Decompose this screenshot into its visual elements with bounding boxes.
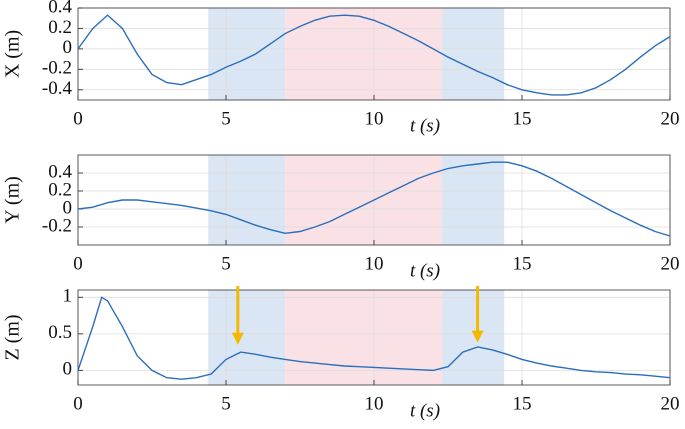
y-tick-label: 0.2 xyxy=(48,17,72,38)
y-tick-label: 0 xyxy=(63,197,73,218)
arrow-head xyxy=(231,332,244,345)
x-axis-label: t (s) xyxy=(410,400,440,421)
shaded-region xyxy=(442,8,505,100)
x-axis-label: t (s) xyxy=(410,115,440,136)
y-tick-label: 0 xyxy=(63,37,73,58)
y-tick-label: 0.4 xyxy=(48,0,72,17)
x-tick-label: 0 xyxy=(73,108,83,129)
x-tick-label: 5 xyxy=(221,108,231,129)
y-axis-label: Z (m) xyxy=(2,314,24,360)
x-tick-label: 20 xyxy=(661,253,680,274)
y-tick-label: 0.2 xyxy=(48,179,72,200)
y-axis-label: Y (m) xyxy=(2,176,24,224)
data-line xyxy=(77,161,671,237)
y-tick-label: -0.2 xyxy=(42,215,72,236)
y-axis-label: X (m) xyxy=(2,30,24,78)
y-tick-label: -0.2 xyxy=(42,58,72,79)
x-tick-label: 10 xyxy=(365,253,384,274)
axes-frame xyxy=(77,7,671,101)
data-line xyxy=(77,296,671,380)
shaded-region xyxy=(208,290,286,385)
axes-frame xyxy=(77,154,671,246)
x-tick-label: 5 xyxy=(221,253,231,274)
shaded-region xyxy=(442,155,505,245)
y-tick-label: 1 xyxy=(63,286,73,307)
x-tick-label: 15 xyxy=(513,253,532,274)
x-tick-label: 0 xyxy=(73,393,83,414)
x-tick-label: 10 xyxy=(365,393,384,414)
x-tick-label: 5 xyxy=(221,393,231,414)
x-tick-label: 10 xyxy=(365,108,384,129)
axes-frame xyxy=(77,289,671,386)
arrow-head xyxy=(471,330,484,343)
shaded-region xyxy=(285,155,443,245)
shaded-region xyxy=(208,8,286,100)
y-tick-label: 0.5 xyxy=(48,322,72,343)
shaded-region xyxy=(285,8,443,100)
x-tick-label: 20 xyxy=(661,393,680,414)
x-tick-label: 0 xyxy=(73,253,83,274)
x-tick-label: 20 xyxy=(661,108,680,129)
x-axis-label: t (s) xyxy=(410,260,440,281)
data-line xyxy=(77,14,671,96)
x-tick-label: 15 xyxy=(513,108,532,129)
y-tick-label: 0.4 xyxy=(48,161,72,182)
shaded-region xyxy=(442,290,505,385)
y-tick-label: -0.4 xyxy=(42,78,73,99)
y-tick-label: 0 xyxy=(63,359,73,380)
shaded-region xyxy=(208,155,286,245)
x-tick-label: 15 xyxy=(513,393,532,414)
